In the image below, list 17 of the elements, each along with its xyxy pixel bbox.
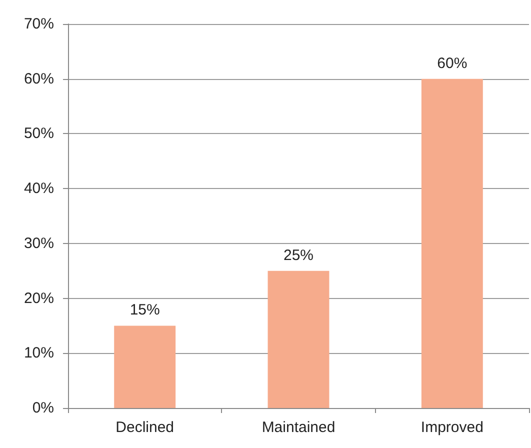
y-tick-label: 40%: [24, 180, 54, 198]
x-tick-label: Improved: [420, 419, 484, 436]
data-label: 60%: [437, 54, 468, 72]
y-tick-label: 0%: [32, 400, 54, 416]
y-tick-label: 20%: [24, 290, 54, 307]
y-tick-label: 60%: [24, 70, 54, 88]
bar: [268, 270, 330, 408]
bar: [421, 78, 483, 408]
x-tick-label: Declined: [116, 419, 174, 436]
data-label: 25%: [283, 246, 314, 264]
y-tick-label: 50%: [24, 125, 54, 142]
data-label: 15%: [130, 302, 160, 319]
x-tick-label: Maintained: [262, 419, 336, 436]
y-tick-label: 10%: [24, 344, 54, 362]
y-tick-label: 70%: [24, 16, 54, 32]
bar: [114, 326, 176, 408]
y-tick-label: 30%: [24, 234, 54, 252]
